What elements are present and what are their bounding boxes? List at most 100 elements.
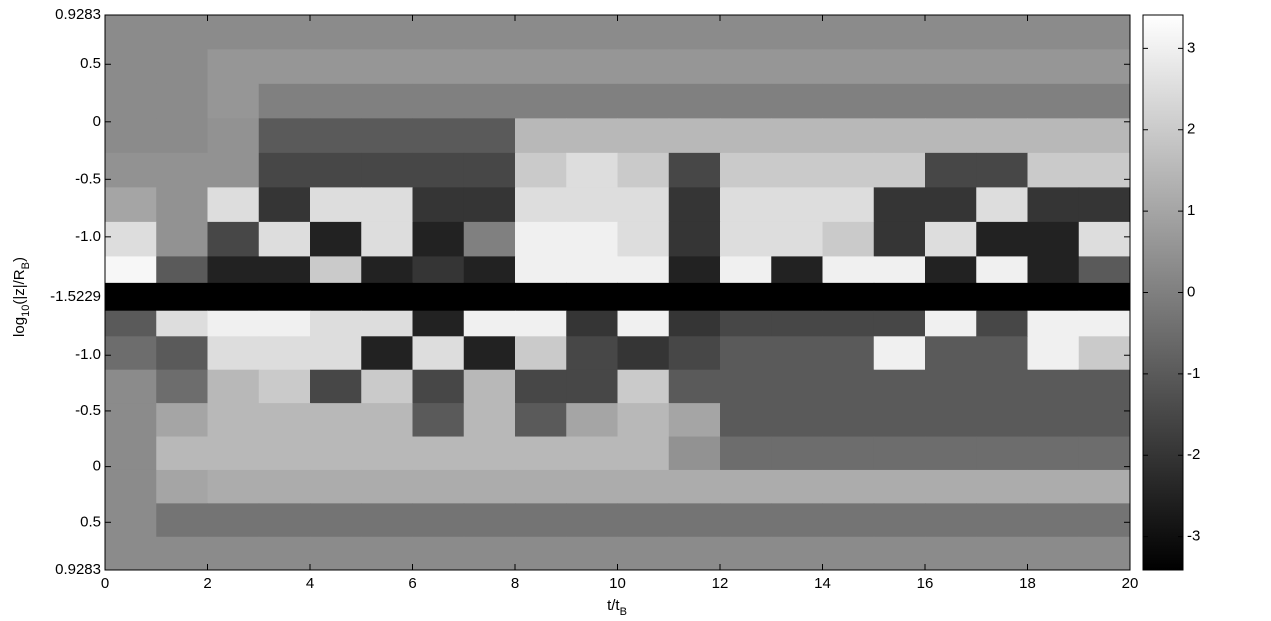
heatmap-cell [310, 469, 362, 504]
heatmap-cell [566, 536, 618, 571]
heatmap-cell [822, 15, 875, 50]
colorbar-tick-label: 2 [1187, 121, 1195, 138]
heatmap-cell [668, 369, 721, 404]
heatmap-cell [771, 310, 823, 337]
heatmap-cell [361, 403, 413, 438]
heatmap-cell [361, 536, 413, 571]
heatmap-cell [1078, 256, 1131, 284]
heatmap-cell [207, 297, 260, 312]
heatmap-cell [463, 503, 516, 538]
heatmap-cell [105, 187, 157, 223]
heatmap-cell [105, 221, 157, 257]
heatmap-cell [207, 221, 260, 257]
heatmap-cell [463, 536, 516, 571]
heatmap-cell [720, 49, 772, 85]
heatmap-cell [822, 282, 875, 298]
heatmap-cell [463, 83, 516, 119]
heatmap-cell [207, 536, 260, 571]
y-tick-label: -1.5229 [50, 288, 101, 305]
heatmap-cell [515, 503, 567, 538]
heatmap-cell [566, 503, 618, 538]
heatmap-cell [720, 536, 772, 571]
heatmap-cell [822, 536, 875, 571]
heatmap-cell [976, 152, 1028, 188]
heatmap-cell [258, 15, 311, 50]
heatmap-cell [515, 297, 567, 312]
heatmap-cell [361, 221, 413, 257]
heatmap-cell [463, 436, 516, 471]
heatmap-cell [310, 49, 362, 85]
heatmap-cell [617, 221, 670, 257]
heatmap-cell [566, 256, 618, 284]
heatmap-cell [105, 49, 157, 85]
heatmap-cell [412, 187, 465, 223]
heatmap-cell [1078, 403, 1131, 438]
y-tick-label: -1.0 [75, 346, 101, 363]
heatmap-cell [771, 336, 823, 371]
heatmap-cell [566, 49, 618, 85]
heatmap-cell [873, 256, 926, 284]
heatmap-cell [720, 403, 772, 438]
heatmap-cell [771, 152, 823, 188]
y-tick-label: 0 [93, 113, 101, 130]
heatmap-cell [361, 256, 413, 284]
heatmap-cell [1078, 83, 1131, 119]
heatmap-cell [105, 152, 157, 188]
y-tick-label: -0.5 [75, 402, 101, 419]
heatmap-cell [617, 83, 670, 119]
heatmap-cell [105, 256, 157, 284]
heatmap-cell [258, 536, 311, 571]
heatmap-cell [1027, 336, 1080, 371]
heatmap-cell [310, 336, 362, 371]
x-tick-label: 20 [1122, 575, 1139, 592]
heatmap-cell [617, 49, 670, 85]
heatmap-cell [105, 297, 157, 312]
heatmap-cell [617, 336, 670, 371]
heatmap-cell [925, 152, 977, 188]
heatmap-cell [1027, 15, 1080, 50]
heatmap-cell [925, 336, 977, 371]
heatmap-cell [1027, 282, 1080, 298]
heatmap-cell [1078, 469, 1131, 504]
heatmap-cell [515, 83, 567, 119]
heatmap-cell [207, 15, 260, 50]
heatmap-cell [463, 221, 516, 257]
heatmap-cell [1078, 310, 1131, 337]
heatmap-cell [412, 221, 465, 257]
heatmap-cell [156, 436, 208, 471]
heatmap-cell [463, 118, 516, 154]
heatmap-cell [1078, 152, 1131, 188]
heatmap-cell [412, 436, 465, 471]
heatmap-cell [207, 336, 260, 371]
y-tick-label: -0.5 [75, 170, 101, 187]
heatmap-cell [873, 403, 926, 438]
heatmap-cell [515, 536, 567, 571]
heatmap-cell [976, 436, 1028, 471]
heatmap-cell [1078, 282, 1131, 298]
x-tick-label: 18 [1019, 575, 1036, 592]
heatmap-cell [207, 503, 260, 538]
heatmap-cell [258, 118, 311, 154]
y-tick-label: 0.5 [80, 513, 101, 530]
colorbar-tick-label: -1 [1187, 365, 1200, 382]
y-tick-label: 0.9283 [55, 6, 101, 23]
heatmap-cell [976, 118, 1028, 154]
heatmap-cell [822, 297, 875, 312]
heatmap-cell [105, 503, 157, 538]
heatmap-cell [156, 403, 208, 438]
heatmap-cell [668, 152, 721, 188]
heatmap-cell [258, 469, 311, 504]
heatmap-cell [310, 118, 362, 154]
heatmap-cell [412, 336, 465, 371]
heatmap-cell [258, 256, 311, 284]
heatmap-cell [822, 436, 875, 471]
heatmap-cell [873, 49, 926, 85]
heatmap-cell [925, 536, 977, 571]
heatmap-cell [310, 83, 362, 119]
heatmap-cell [976, 297, 1028, 312]
heatmap-cell [310, 187, 362, 223]
heatmap-cell [463, 282, 516, 298]
heatmap-cell [258, 503, 311, 538]
heatmap-cell [720, 436, 772, 471]
label-part: t/t [607, 597, 620, 614]
